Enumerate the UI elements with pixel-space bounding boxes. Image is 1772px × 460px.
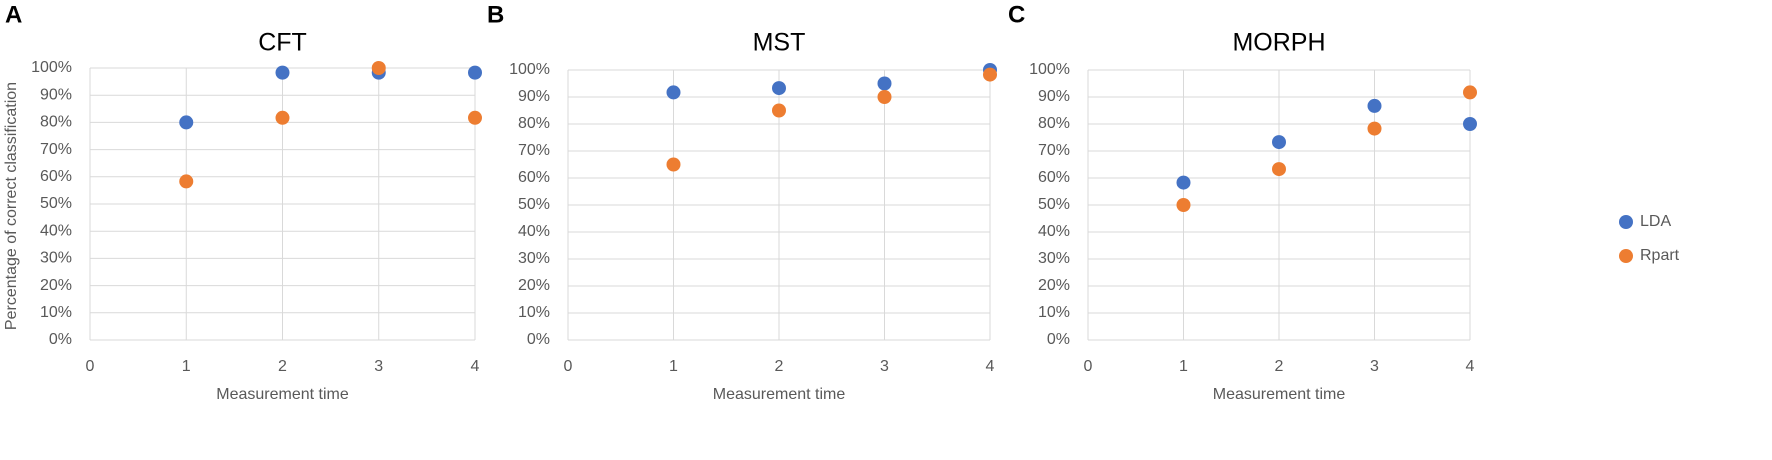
scatter-point: [1463, 117, 1477, 131]
x-tick-label: 3: [1370, 358, 1379, 375]
scatter-point: [1367, 121, 1382, 136]
scatter-point: [275, 110, 290, 125]
y-tick-label: 100%: [509, 61, 550, 78]
x-tick-label: 4: [1466, 358, 1475, 375]
scatter-point: [179, 115, 194, 130]
scatter-point: [275, 65, 290, 80]
y-tick-label: 0%: [527, 331, 550, 348]
legend-label: Rpart: [1640, 247, 1680, 264]
scatter-point: [1272, 135, 1286, 150]
scatter-point: [772, 81, 786, 96]
scatter-point: [371, 61, 386, 75]
x-axis-label: Measurement time: [1213, 386, 1346, 403]
x-tick-label: 1: [669, 358, 678, 375]
y-tick-label: 30%: [1038, 250, 1070, 267]
y-tick-label: 80%: [40, 114, 72, 131]
y-tick-label: 80%: [518, 115, 550, 132]
scatter-point: [179, 174, 194, 189]
y-tick-label: 30%: [518, 250, 550, 267]
scatter-point: [1176, 198, 1191, 212]
x-axis-label: Measurement time: [216, 386, 349, 403]
chart-title: CFT: [258, 29, 307, 57]
scatter-point: [1176, 175, 1191, 190]
y-tick-label: 10%: [40, 304, 72, 321]
y-tick-label: 70%: [1038, 142, 1070, 159]
chart-title: MORPH: [1232, 29, 1325, 57]
x-tick-label: 0: [1084, 358, 1093, 375]
y-tick-label: 40%: [518, 223, 550, 240]
y-tick-label: 40%: [1038, 223, 1070, 240]
x-tick-label: 2: [278, 358, 287, 375]
legend-marker: [1619, 215, 1633, 229]
scatter-point: [772, 103, 786, 118]
y-tick-label: 60%: [40, 168, 72, 185]
y-axis-label: Percentage of correct classification: [3, 82, 20, 330]
scatter-point: [468, 110, 482, 125]
legend-marker: [1619, 249, 1633, 263]
x-tick-label: 0: [86, 358, 95, 375]
scatter-point: [1272, 162, 1286, 177]
y-tick-label: 0%: [49, 331, 72, 348]
scatter-point: [1367, 98, 1382, 113]
panel-label: C: [1008, 1, 1025, 28]
y-tick-label: 10%: [1038, 304, 1070, 321]
x-axis-label: Measurement time: [713, 386, 846, 403]
y-tick-label: 70%: [40, 141, 72, 158]
x-tick-label: 2: [1275, 358, 1284, 375]
legend-label: LDA: [1640, 213, 1671, 230]
y-tick-label: 40%: [40, 222, 72, 239]
chart-title: MST: [753, 29, 806, 57]
panel-label: A: [5, 1, 22, 28]
y-tick-label: 90%: [1038, 88, 1070, 105]
scatter-point: [468, 65, 482, 80]
scatter-point: [983, 67, 997, 82]
x-tick-label: 3: [880, 358, 889, 375]
scatter-point: [666, 157, 681, 172]
y-tick-label: 100%: [31, 59, 72, 76]
x-tick-label: 0: [564, 358, 573, 375]
x-tick-label: 1: [1179, 358, 1188, 375]
y-tick-label: 90%: [40, 86, 72, 103]
scatter-point: [1463, 85, 1477, 100]
y-tick-label: 0%: [1047, 331, 1070, 348]
scatter-point: [666, 85, 681, 100]
x-tick-label: 2: [775, 358, 784, 375]
y-tick-label: 70%: [518, 142, 550, 159]
y-tick-label: 20%: [40, 277, 72, 294]
y-tick-label: 60%: [518, 169, 550, 186]
panel-label: B: [487, 1, 504, 28]
scatter-point: [877, 76, 892, 91]
y-tick-label: 60%: [1038, 169, 1070, 186]
y-tick-label: 50%: [518, 196, 550, 213]
x-tick-label: 4: [471, 358, 480, 375]
y-tick-label: 30%: [40, 250, 72, 267]
y-tick-label: 50%: [1038, 196, 1070, 213]
x-tick-label: 4: [986, 358, 995, 375]
scatter-point: [877, 90, 892, 104]
x-tick-label: 1: [182, 358, 191, 375]
y-tick-label: 50%: [40, 195, 72, 212]
y-tick-label: 20%: [1038, 277, 1070, 294]
x-tick-label: 3: [374, 358, 383, 375]
y-tick-label: 100%: [1029, 61, 1070, 78]
y-tick-label: 90%: [518, 88, 550, 105]
y-tick-label: 80%: [1038, 115, 1070, 132]
y-tick-label: 20%: [518, 277, 550, 294]
y-tick-label: 10%: [518, 304, 550, 321]
